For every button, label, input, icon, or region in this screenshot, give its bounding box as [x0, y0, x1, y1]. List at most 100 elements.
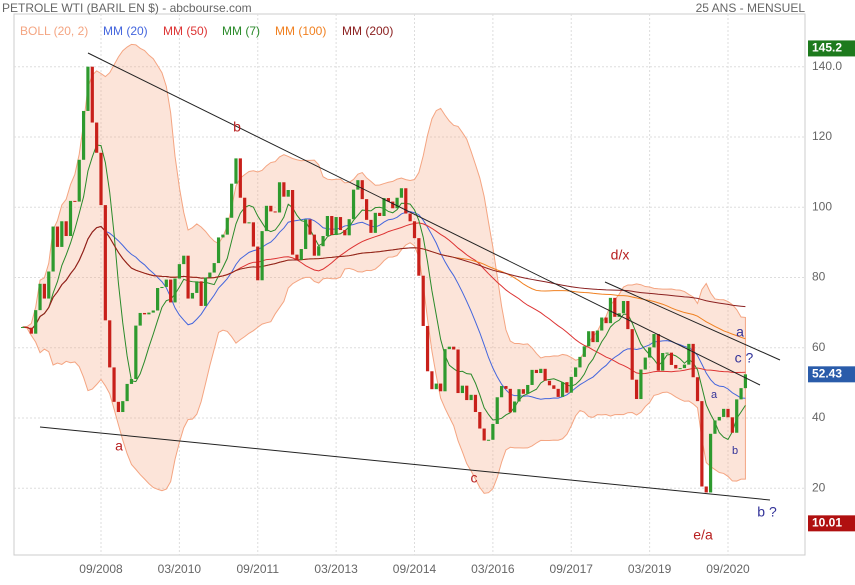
candle: [534, 369, 539, 374]
candle: [652, 334, 656, 348]
x-tick-label: 03/2019: [628, 562, 672, 576]
candle: [77, 159, 81, 202]
candle: [513, 401, 517, 413]
candle: [55, 226, 60, 247]
trend-line: [39, 426, 771, 501]
candle: [735, 399, 739, 433]
candle: [64, 221, 68, 237]
annotation: b ?: [757, 504, 777, 520]
candle: [717, 416, 721, 421]
candle: [582, 346, 586, 357]
candle: [421, 275, 425, 326]
x-tick-label: 03/2013: [314, 562, 358, 576]
candle: [25, 327, 29, 329]
candle: [504, 386, 508, 389]
candle: [256, 246, 260, 281]
candle: [412, 221, 417, 239]
x-tick-label: 03/2010: [158, 562, 202, 576]
candle: [600, 317, 604, 331]
candle: [290, 190, 295, 255]
candle: [334, 217, 338, 235]
candle: [230, 183, 234, 218]
candle: [169, 279, 173, 303]
candle: [68, 200, 73, 237]
chart-subtitle: 25 ANS - MENSUEL: [696, 1, 806, 15]
candle: [574, 367, 578, 377]
candle: [343, 230, 347, 236]
candle: [417, 238, 421, 276]
candle: [726, 408, 730, 418]
x-tick-label: 09/2011: [237, 562, 280, 576]
candle: [395, 197, 399, 209]
candle: [669, 352, 673, 365]
candle: [552, 385, 556, 389]
candle: [60, 221, 64, 247]
candle: [630, 329, 634, 380]
candle: [404, 188, 408, 214]
candle: [408, 213, 412, 222]
candle: [687, 343, 691, 365]
candle: [247, 222, 251, 224]
candle: [216, 237, 221, 264]
price-label-box: [808, 366, 855, 383]
candle: [317, 246, 321, 256]
candle: [682, 364, 687, 369]
candle: [678, 368, 682, 370]
candle: [295, 254, 299, 260]
candle: [578, 356, 582, 368]
candle: [608, 297, 613, 324]
y-tick-label: 120: [812, 129, 832, 143]
y-tick-label: 140.0: [812, 59, 842, 73]
candle: [312, 234, 316, 256]
candle: [325, 215, 330, 237]
candle: [425, 325, 430, 372]
candle: [351, 189, 356, 220]
plot-frame: [13, 13, 806, 556]
candle: [38, 283, 42, 311]
candle: [308, 219, 312, 235]
candle: [269, 205, 273, 212]
legend-label: MM (20): [103, 24, 148, 38]
candle: [160, 286, 164, 289]
y-tick-label: 60: [812, 340, 826, 354]
candle: [430, 371, 434, 390]
chart-title: PETROLE WTI (BARIL EN $) - abcbourse.com: [2, 1, 252, 15]
candle: [151, 310, 155, 313]
candle: [208, 272, 212, 278]
annotation: b: [732, 445, 738, 457]
candle: [42, 283, 46, 299]
candle: [116, 401, 121, 413]
candle: [273, 211, 277, 213]
bollinger-band: [22, 43, 746, 494]
candle: [482, 428, 486, 441]
candle: [491, 423, 495, 440]
candle: [177, 264, 181, 279]
candle: [456, 349, 460, 394]
candle: [86, 66, 90, 111]
candle: [47, 271, 51, 299]
candle: [722, 408, 726, 417]
y-tick-label: 20: [812, 480, 826, 494]
candle: [81, 110, 86, 160]
candle: [347, 219, 351, 236]
candle: [369, 219, 373, 233]
legend-label: MM (100): [275, 24, 326, 38]
candle: [543, 368, 547, 381]
legend-label: MM (7): [222, 24, 260, 38]
candle: [234, 158, 238, 184]
candle: [473, 394, 478, 413]
candle: [95, 122, 99, 153]
candle: [51, 226, 55, 272]
annotation: c: [471, 470, 478, 486]
candle: [447, 346, 451, 350]
x-tick-label: 09/2008: [79, 562, 123, 576]
candle: [604, 317, 608, 324]
candle: [164, 279, 168, 287]
candle: [121, 401, 125, 413]
legend-label: MM (50): [163, 24, 208, 38]
candle: [282, 182, 286, 197]
candle: [613, 297, 617, 317]
candle: [639, 369, 643, 400]
candle: [730, 417, 734, 433]
candle: [708, 433, 713, 493]
